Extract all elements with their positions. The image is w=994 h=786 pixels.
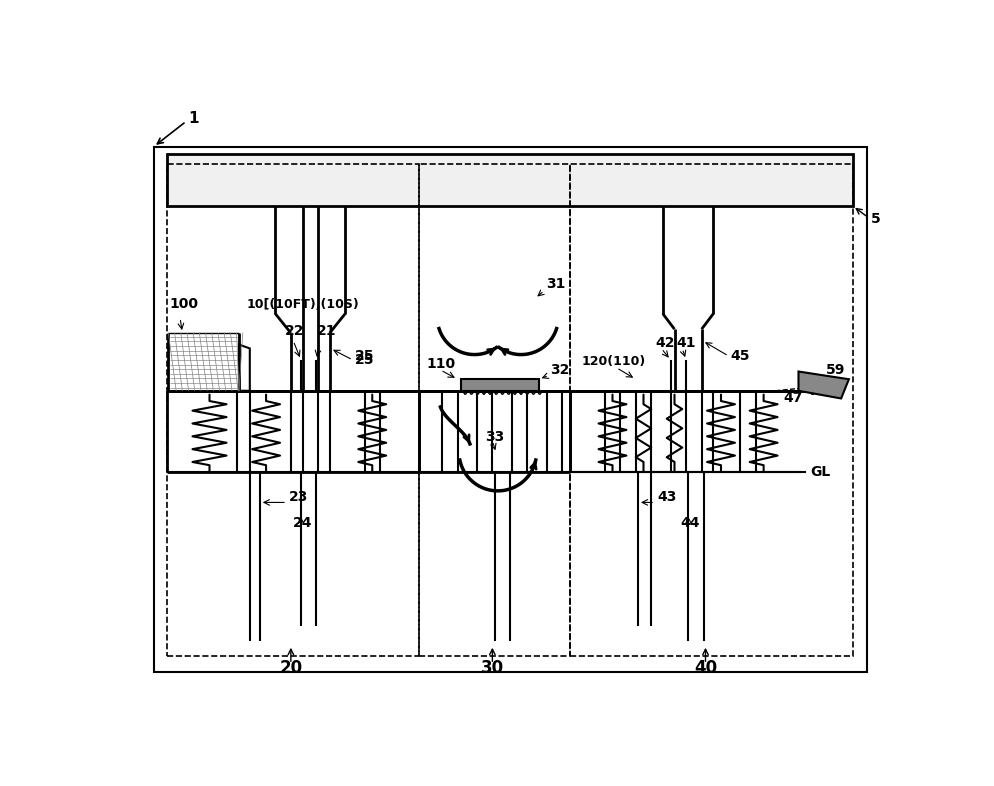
Text: 25: 25 <box>355 349 374 363</box>
Text: GL: GL <box>810 465 830 479</box>
Text: 40: 40 <box>694 659 717 678</box>
Bar <box>461 379 539 391</box>
Text: 10[(10FT),(10S): 10[(10FT),(10S) <box>247 299 360 311</box>
Text: 1: 1 <box>189 112 199 127</box>
Text: 100: 100 <box>169 297 198 311</box>
Text: 31: 31 <box>546 277 566 292</box>
Text: 42: 42 <box>655 336 675 350</box>
Text: 21: 21 <box>316 324 336 337</box>
Bar <box>167 154 853 206</box>
Text: 25: 25 <box>355 353 374 367</box>
Text: 44: 44 <box>681 516 700 530</box>
Text: 33: 33 <box>485 430 504 444</box>
Text: 5: 5 <box>871 212 881 226</box>
Text: 110: 110 <box>426 357 455 371</box>
Text: 32: 32 <box>551 363 570 376</box>
Bar <box>167 163 418 656</box>
Text: 24: 24 <box>293 516 313 530</box>
Bar <box>154 147 867 672</box>
Text: 43: 43 <box>657 490 677 504</box>
Text: 20: 20 <box>279 659 302 678</box>
Text: 41: 41 <box>676 336 696 350</box>
Text: 30: 30 <box>481 659 504 678</box>
Text: 45: 45 <box>731 349 749 363</box>
Text: 23: 23 <box>289 490 309 504</box>
Polygon shape <box>798 372 849 399</box>
Text: 120(110): 120(110) <box>581 355 646 369</box>
Bar <box>570 163 853 656</box>
Text: 59: 59 <box>826 363 845 376</box>
Text: HL: HL <box>810 384 831 398</box>
Bar <box>418 163 570 656</box>
Text: 22: 22 <box>284 324 304 337</box>
Text: 47: 47 <box>783 391 802 406</box>
